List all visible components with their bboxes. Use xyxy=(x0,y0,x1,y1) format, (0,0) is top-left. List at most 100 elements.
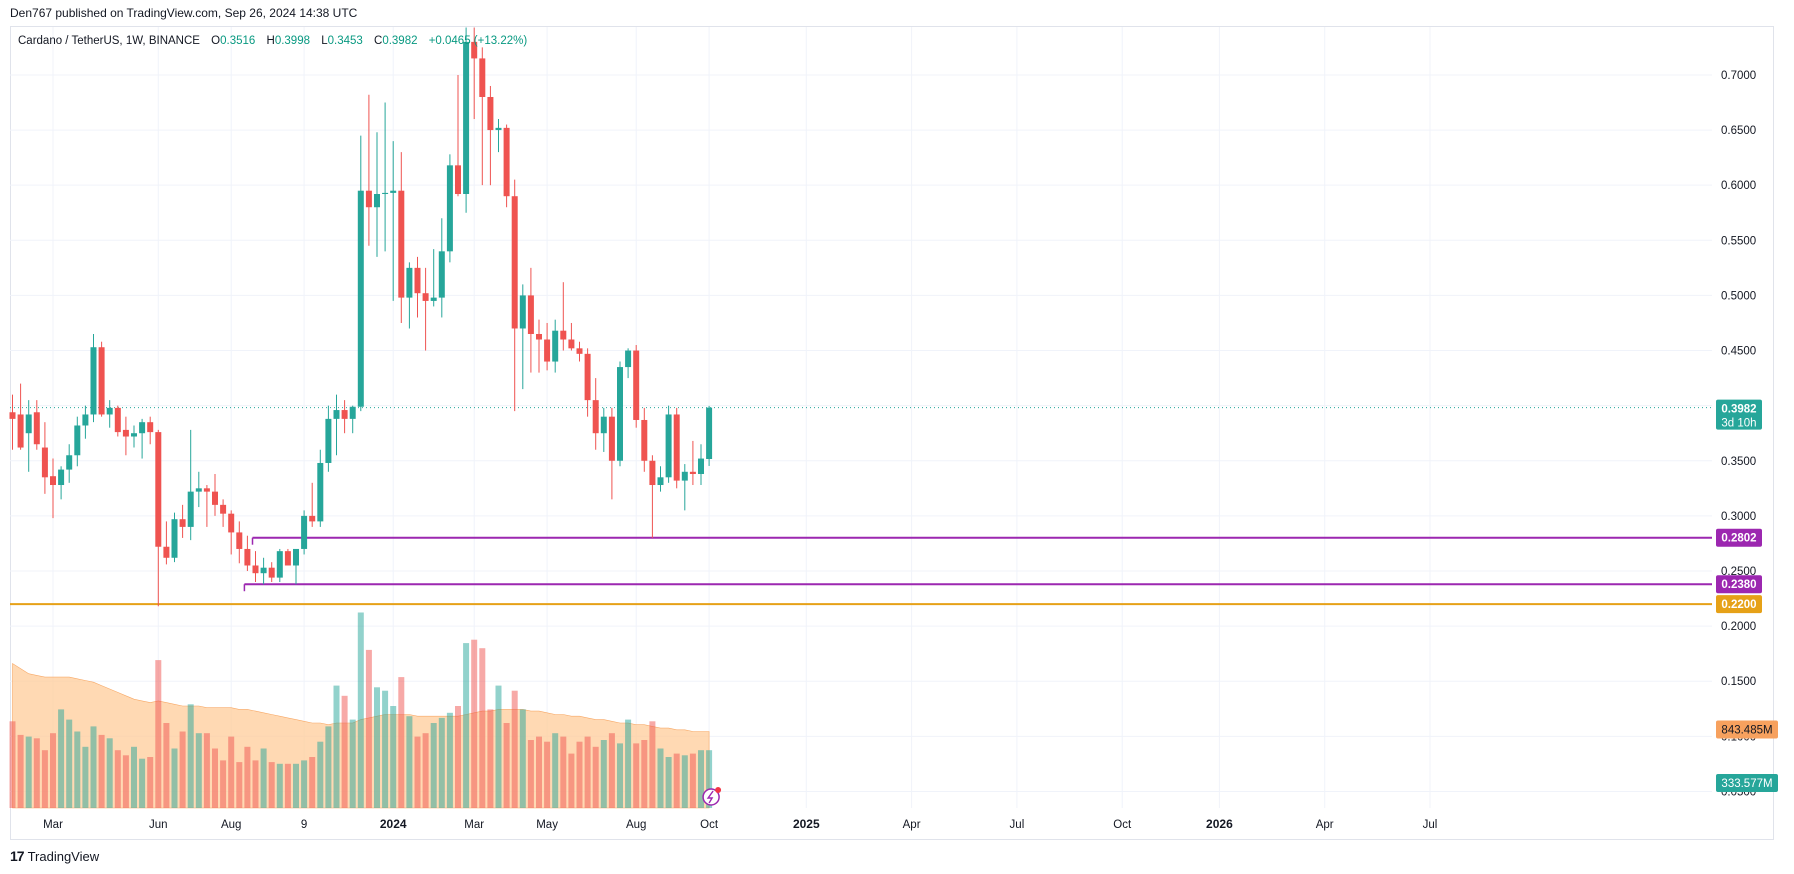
time-tick-label: Oct xyxy=(1113,819,1132,831)
volume-bar xyxy=(98,734,105,808)
candle xyxy=(122,416,129,456)
volume-bar xyxy=(195,733,202,808)
candle-body xyxy=(139,422,146,434)
candle-body xyxy=(503,127,510,197)
candle xyxy=(252,551,259,583)
volume-bar xyxy=(689,753,696,808)
candle xyxy=(341,400,348,434)
replay-icon xyxy=(702,788,720,806)
candle xyxy=(382,102,389,252)
volume-bar xyxy=(147,757,154,808)
volume-bar xyxy=(649,721,656,808)
open-label: O xyxy=(211,35,221,47)
candle xyxy=(50,458,56,519)
candle xyxy=(236,521,243,564)
symbol-title[interactable]: Cardano / TetherUS, 1W, BINANCE xyxy=(18,35,200,47)
time-tick-label: Oct xyxy=(700,819,719,831)
candle-body xyxy=(212,491,218,505)
candle xyxy=(365,94,372,246)
volume-ma-label-bg xyxy=(1716,720,1778,739)
volume-bar xyxy=(641,740,648,808)
price-tick-label: 0.3000 xyxy=(1721,511,1756,523)
price-tick-label: 0.7000 xyxy=(1721,70,1756,82)
tradingview-logo[interactable]: 17 TradingView xyxy=(10,848,99,864)
volume-bar xyxy=(25,736,32,808)
candle-body xyxy=(487,96,494,131)
level-price-label-bg xyxy=(1716,575,1762,594)
volume-bar xyxy=(455,706,461,808)
volume-bar xyxy=(406,716,413,808)
candle-body xyxy=(106,407,113,415)
last-price-label-countdown: 3d 10h xyxy=(1721,418,1756,430)
close-label: C xyxy=(374,35,383,47)
candle-body xyxy=(33,412,40,445)
time-axis: Mar Jun Aug 9 2024 Mar May Aug Oct 2025 Apr Jul Oct 2… xyxy=(43,817,1437,831)
candle xyxy=(98,341,105,417)
candle-body xyxy=(698,458,704,474)
replay-icon-bolt xyxy=(706,790,714,804)
candle xyxy=(212,473,218,516)
candle xyxy=(195,471,202,508)
volume-bar xyxy=(82,746,89,808)
candle xyxy=(414,256,421,318)
candle-body xyxy=(50,476,56,486)
candle-body xyxy=(163,546,170,558)
price-tick-label: 0.6500 xyxy=(1721,125,1756,137)
volume-last-label-bg xyxy=(1716,774,1778,792)
candle xyxy=(617,361,623,467)
volume-bar xyxy=(131,746,137,808)
candle xyxy=(25,400,32,472)
candle-body xyxy=(220,504,227,514)
candle-body xyxy=(301,515,308,549)
volume-bar xyxy=(293,763,299,808)
time-tick-label: Aug xyxy=(626,819,646,831)
candle-body xyxy=(398,190,405,298)
volume-bar xyxy=(114,750,121,808)
volume-bar xyxy=(681,755,688,808)
candle-body xyxy=(365,190,372,208)
candle-body xyxy=(357,190,364,407)
candle xyxy=(260,557,267,585)
candle xyxy=(301,510,308,555)
last-price-label-bg xyxy=(1716,399,1762,430)
candle-body xyxy=(309,515,316,522)
candle-body xyxy=(66,455,73,470)
candle-body xyxy=(633,350,640,420)
candle-body xyxy=(25,414,32,434)
candle-body xyxy=(592,400,599,434)
volume-bar xyxy=(519,709,526,808)
volume-bar xyxy=(203,733,210,808)
volume-bar xyxy=(600,740,607,808)
candle-body xyxy=(187,491,194,527)
candle-body xyxy=(260,567,267,574)
candle-body xyxy=(325,418,332,463)
volume-bar xyxy=(66,719,73,808)
volume-bar xyxy=(487,709,494,808)
candle-body xyxy=(203,488,210,492)
candle-body xyxy=(341,410,348,419)
candle-body xyxy=(17,414,24,448)
time-tick-label: Jul xyxy=(1010,819,1025,831)
volume-bar xyxy=(309,757,316,808)
open-value: 0.3516 xyxy=(220,35,256,47)
volume-bar xyxy=(527,740,534,808)
candle-body xyxy=(374,194,380,208)
candle-body xyxy=(471,41,478,59)
candle xyxy=(568,322,575,351)
volume-bar xyxy=(446,712,453,808)
volume-bar xyxy=(357,612,364,808)
candle xyxy=(698,444,704,486)
volume-bar xyxy=(568,753,575,808)
candle-body xyxy=(527,295,534,334)
candle xyxy=(220,499,227,527)
candle-body xyxy=(390,190,397,193)
candle xyxy=(309,482,316,527)
candle xyxy=(268,562,275,583)
candle xyxy=(41,422,48,494)
candle xyxy=(171,512,178,563)
close-value: 0.3982 xyxy=(382,35,418,47)
volume-bar xyxy=(657,748,664,808)
volume-bar xyxy=(592,746,599,808)
time-tick-label: Apr xyxy=(903,819,921,831)
